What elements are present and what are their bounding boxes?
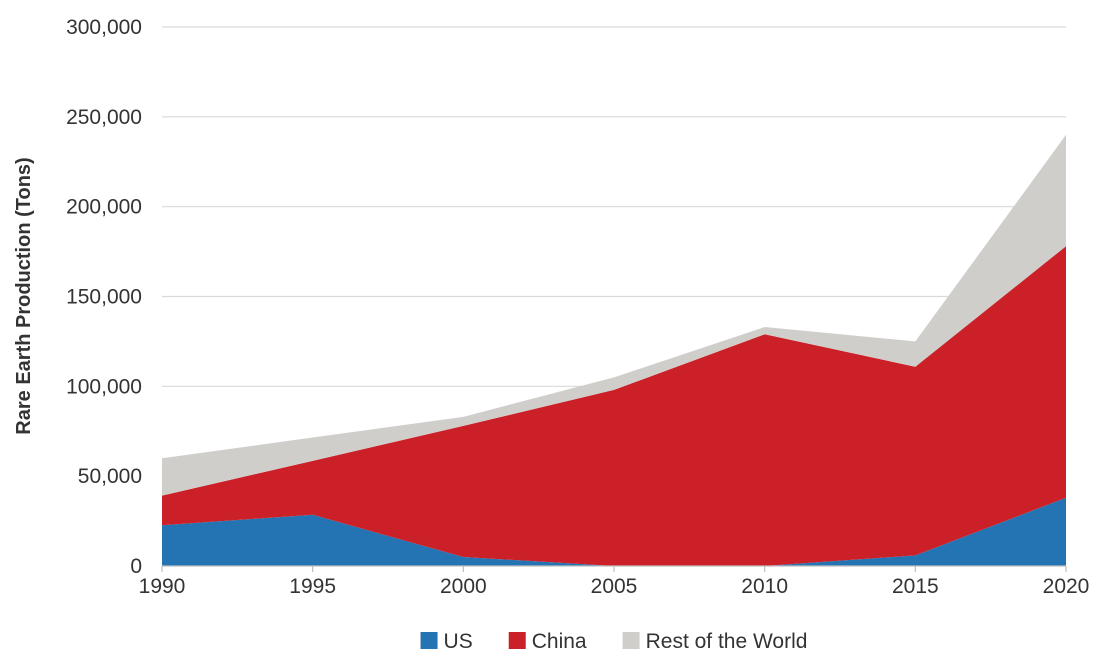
y-tick-label: 0 [130, 555, 142, 578]
x-tick-label: 1990 [139, 575, 186, 598]
y-tick-label: 300,000 [66, 16, 142, 39]
legend: US China Rest of the World [420, 630, 808, 653]
x-axis: 1990 1995 2000 2005 2010 2015 2020 [139, 565, 1090, 598]
x-tick-label: 2000 [440, 575, 487, 598]
area-us [162, 497, 1066, 566]
x-tick-label: 1995 [289, 575, 336, 598]
legend-item-us: US [420, 630, 473, 653]
x-tick-label: 2020 [1043, 575, 1090, 598]
x-tick-label: 2005 [591, 575, 638, 598]
legend-label: China [532, 630, 587, 653]
area-china [162, 246, 1066, 566]
legend-label: US [444, 630, 473, 653]
legend-item-china: China [508, 630, 587, 653]
y-tick-label: 250,000 [66, 106, 142, 129]
stacked-areas [162, 134, 1066, 566]
x-tick-label: 2015 [892, 575, 939, 598]
legend-label: Rest of the World [646, 630, 808, 653]
area-rest-of-the-world [162, 134, 1066, 496]
y-tick-label: 200,000 [66, 196, 142, 219]
legend-swatch [508, 632, 526, 649]
y-axis-title: Rare Earth Production (Tons) [13, 157, 35, 434]
x-tick-label: 2010 [741, 575, 788, 598]
y-tick-label: 150,000 [66, 286, 142, 309]
legend-swatch [622, 632, 640, 649]
y-tick-label: 100,000 [66, 375, 142, 398]
y-tick-label: 50,000 [78, 465, 142, 488]
legend-swatch [420, 632, 438, 649]
y-axis: 0 50,000 100,000 150,000 200,000 250,000 300,0… [66, 16, 142, 578]
legend-item-rest-of-the-world: Rest of the World [622, 630, 808, 653]
